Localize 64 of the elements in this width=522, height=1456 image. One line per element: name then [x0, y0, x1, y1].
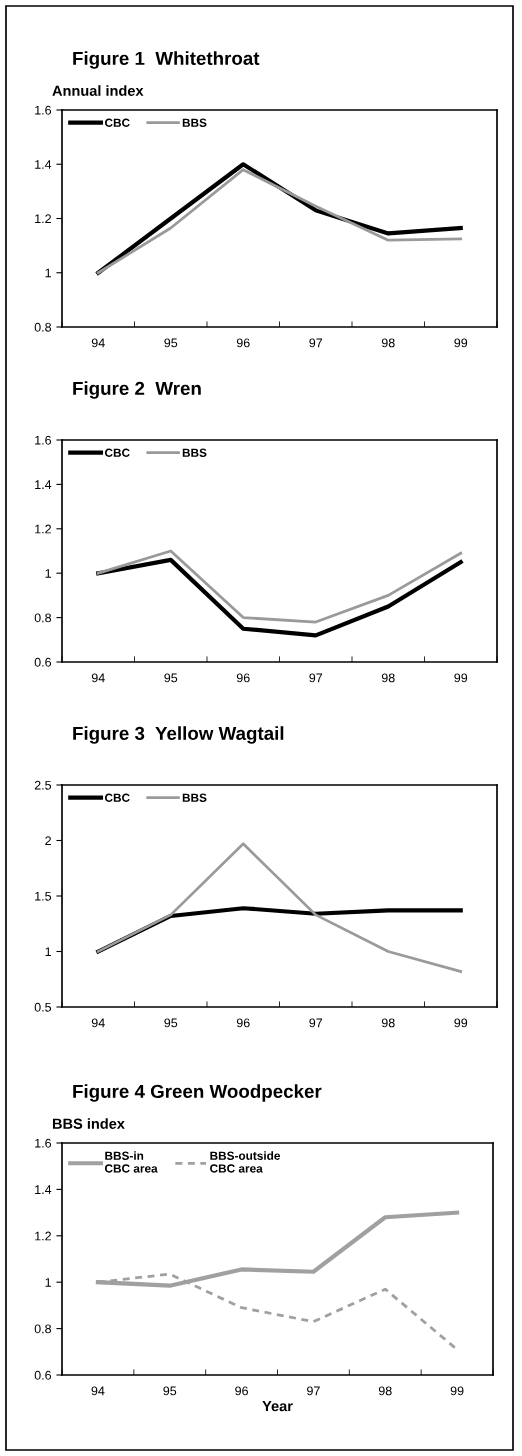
y-tick-label: 1 — [45, 947, 51, 957]
x-tick-label: 98 — [381, 673, 395, 683]
x-tick-label: 98 — [381, 338, 395, 348]
chart-title: Figure 4 Green Woodpecker — [73, 1084, 322, 1102]
y-tick-label: 1.5 — [35, 891, 52, 901]
chart-title: Figure 1 Whitethroat — [73, 51, 260, 69]
x-tick-label: 98 — [378, 1386, 392, 1396]
x-tick-label: 98 — [381, 1018, 395, 1028]
y-tick-label: 1 — [45, 569, 51, 578]
legend-label: CBC — [104, 793, 130, 802]
y-tick-label: 0.5 — [34, 1002, 52, 1012]
y-tick-label: 0.8 — [34, 1324, 52, 1334]
legend-label: CBC — [104, 448, 130, 457]
x-tick-label: 99 — [454, 338, 468, 348]
x-tick-label: 99 — [450, 1386, 464, 1396]
y-tick-label: 0.8 — [34, 613, 52, 623]
x-tick-label: 95 — [164, 338, 178, 348]
legend-label: BBS — [182, 793, 207, 802]
x-axis-title: Year — [262, 1401, 293, 1412]
y-tick-label: 1.2 — [35, 214, 51, 224]
y-tick-label: 1.4 — [35, 160, 52, 169]
x-tick-label: 94 — [91, 1386, 105, 1396]
y-tick-label: 2 — [45, 836, 51, 846]
x-tick-label: 96 — [235, 1386, 248, 1396]
legend-label: BBS-in CBC area — [104, 1151, 158, 1173]
x-tick-label: 97 — [309, 1018, 323, 1028]
y-tick-label: 0.6 — [34, 1370, 52, 1380]
x-tick-label: 96 — [236, 338, 250, 348]
x-tick-label: 96 — [236, 673, 250, 683]
x-tick-label: 94 — [91, 673, 105, 683]
y-tick-label: 0.6 — [34, 657, 52, 667]
line-series — [96, 557, 463, 638]
line-series — [96, 549, 463, 624]
chart-title: Figure 2 Wren — [73, 381, 201, 399]
legend-label: CBC — [104, 118, 130, 127]
x-tick-label: 97 — [309, 338, 323, 348]
y-tick-label: 1 — [45, 1278, 51, 1287]
y-tick-label: 0.8 — [34, 322, 52, 332]
x-tick-label: 94 — [91, 338, 105, 348]
x-tick-label: 96 — [236, 1018, 250, 1028]
line-series — [96, 842, 463, 973]
y-tick-label: 2.5 — [34, 780, 52, 790]
y-tick-label: 1.2 — [35, 524, 51, 534]
x-tick-label: 99 — [454, 1018, 468, 1028]
y-tick-label: 1.6 — [35, 1138, 52, 1148]
y-axis-title: BBS index — [52, 1118, 125, 1129]
y-tick-label: 1 — [45, 268, 51, 278]
y-axis-title: Annual index — [52, 85, 144, 96]
y-tick-label: 1.4 — [35, 480, 52, 489]
y-tick-label: 1.4 — [35, 1185, 52, 1194]
x-tick-label: 99 — [454, 673, 468, 683]
x-tick-label: 94 — [91, 1018, 105, 1028]
x-tick-label: 95 — [164, 1018, 178, 1028]
x-tick-label: 95 — [164, 673, 178, 683]
legend-label: BBS — [182, 118, 207, 127]
chart-title: Figure 3 Yellow Wagtail — [73, 726, 284, 744]
legend-label: BBS-outside CBC area — [210, 1151, 281, 1173]
legend-label: BBS — [182, 448, 207, 457]
y-tick-label: 1.6 — [35, 435, 52, 445]
x-tick-label: 97 — [309, 673, 323, 683]
x-tick-label: 95 — [163, 1386, 177, 1396]
y-tick-label: 1.2 — [35, 1231, 51, 1241]
x-tick-label: 97 — [307, 1386, 320, 1396]
y-tick-label: 1.6 — [35, 105, 52, 115]
